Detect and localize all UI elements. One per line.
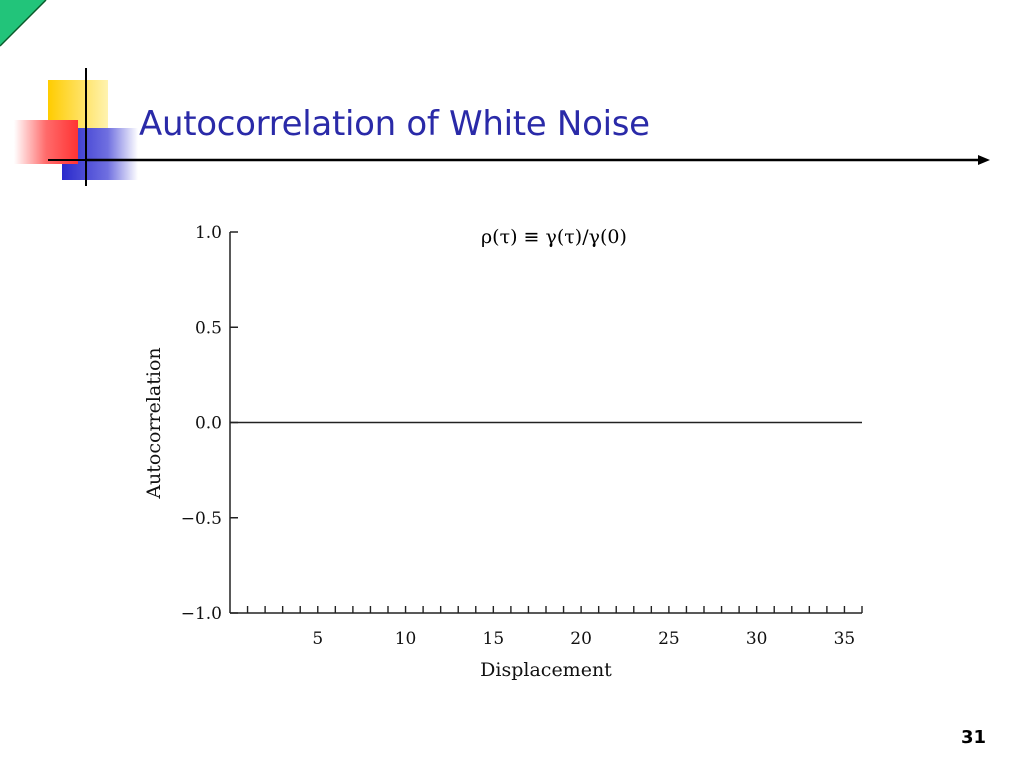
x-tick-label: 20 [570,629,592,649]
y-axis: 1.0 0.5 0.0 −0.5 −1.0 [181,223,238,624]
slide-title: Autocorrelation of White Noise [139,104,650,144]
x-tick-label: 30 [746,629,768,649]
formula: ρ(τ) ≡ γ(τ)/γ(0) [481,226,627,248]
y-tick-label: 1.0 [195,223,222,243]
y-tick-label: −1.0 [181,604,222,624]
y-tick-label: 0.0 [195,414,222,434]
title-underline-arrow [86,155,990,165]
formula-lhs: ρ(τ) [481,226,518,248]
x-tick-label: 10 [395,629,417,649]
y-tick-label: 0.5 [195,318,222,338]
deco-red-square [14,120,78,164]
x-tick-label: 5 [312,629,323,649]
page-number: 31 [960,727,986,748]
x-axis-label: Displacement [480,659,612,681]
y-axis-label: Autocorrelation [143,347,165,499]
x-tick-label: 25 [658,629,680,649]
formula-equiv: ≡ [517,226,546,248]
corner-triangle-decoration [0,0,47,47]
formula-rhs: γ(τ)/γ(0) [545,226,627,248]
title-decoration [14,68,138,186]
y-tick-label: −0.5 [181,509,222,529]
x-axis: 5 10 15 20 25 30 35 [230,606,863,649]
x-tick-label: 15 [483,629,505,649]
x-tick-label: 35 [834,629,856,649]
